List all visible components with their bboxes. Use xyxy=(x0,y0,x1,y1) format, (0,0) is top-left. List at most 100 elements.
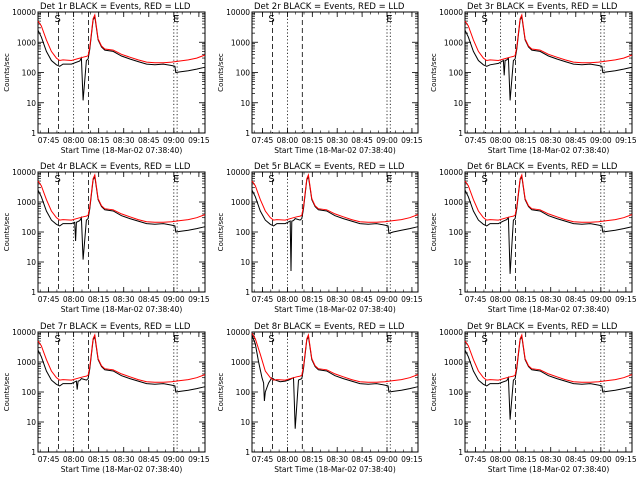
series-events-line xyxy=(464,15,633,101)
plot-frame xyxy=(37,331,206,453)
y-tick-label: 10000 xyxy=(439,328,463,337)
plot-frame xyxy=(464,171,633,293)
marker-label: E xyxy=(600,14,606,25)
series-lld-line xyxy=(37,333,206,383)
x-tick-label: 08:45 xyxy=(351,295,373,304)
y-tick-label: 100 xyxy=(236,69,251,78)
x-tick-label: 08:30 xyxy=(326,455,348,464)
y-tick-label: 10 xyxy=(26,418,36,427)
marker-label: S xyxy=(55,174,61,185)
y-tick-label: 10000 xyxy=(226,168,250,177)
x-tick-label: 09:00 xyxy=(590,136,612,145)
panel-det-4: Det 4r BLACK = Events, RED = LLD 1 10 100 10… xyxy=(3,162,210,314)
x-axis-label: Start Time (18-Mar-02 07:38:40) xyxy=(61,465,183,474)
x-tick-label: 07:45 xyxy=(252,455,274,464)
x-tick-label: 08:30 xyxy=(540,295,562,304)
panel-det-1: Det 1r BLACK = Events, RED = LLD 1 10 100 10… xyxy=(3,2,210,155)
x-axis-label: Start Time (18-Mar-02 07:38:40) xyxy=(488,305,610,314)
x-axis-label: Start Time (18-Mar-02 07:38:40) xyxy=(61,305,183,314)
plot-frame xyxy=(251,331,419,453)
y-tick-label: 100 xyxy=(22,228,37,237)
x-axis-label: Start Time (18-Mar-02 07:38:40) xyxy=(488,465,610,474)
series-lld-line xyxy=(251,333,419,383)
y-tick-label: 10000 xyxy=(12,328,36,337)
panel-det-8: Det 8r BLACK = Events, RED = LLD 1 10 100 10… xyxy=(217,322,423,474)
plot-frame xyxy=(37,171,206,293)
y-axis-label: Counts/sec xyxy=(3,213,11,252)
x-tick-label: 08:00 xyxy=(63,295,85,304)
x-tick-label: 07:45 xyxy=(38,295,60,304)
y-tick-label: 100 xyxy=(449,228,464,237)
x-tick-label: 08:30 xyxy=(540,455,562,464)
marker-label: S xyxy=(482,174,488,185)
x-tick-label: 08:45 xyxy=(565,455,587,464)
marker-label: S xyxy=(482,334,488,345)
x-tick-label: 08:30 xyxy=(113,455,135,464)
y-tick-label: 10000 xyxy=(226,328,250,337)
y-tick-label: 1000 xyxy=(444,358,463,367)
x-tick-label: 07:45 xyxy=(252,295,274,304)
x-axis-label: Start Time (18-Mar-02 07:38:40) xyxy=(274,465,396,474)
series-events-line xyxy=(464,175,633,274)
marker-label: E xyxy=(386,14,392,25)
y-axis-label: Counts/sec xyxy=(3,53,11,92)
x-axis-label: Start Time (18-Mar-02 07:38:40) xyxy=(274,305,396,314)
x-tick-label: 08:30 xyxy=(113,136,135,145)
x-axis-label: Start Time (18-Mar-02 07:38:40) xyxy=(274,146,396,155)
panel-title: Det 6r BLACK = Events, RED = LLD xyxy=(467,162,618,172)
y-tick-label: 10 xyxy=(240,258,250,267)
x-tick-label: 08:45 xyxy=(138,136,160,145)
y-tick-label: 100 xyxy=(22,69,37,78)
y-tick-label: 10000 xyxy=(439,8,463,17)
x-tick-label: 08:30 xyxy=(113,295,135,304)
y-tick-label: 1000 xyxy=(17,358,36,367)
x-tick-label: 08:15 xyxy=(88,136,110,145)
series-events-line xyxy=(464,335,633,420)
y-tick-label: 100 xyxy=(449,69,464,78)
y-tick-label: 1 xyxy=(458,288,463,297)
y-tick-label: 1 xyxy=(31,129,36,138)
x-tick-label: 09:00 xyxy=(163,136,185,145)
x-tick-label: 08:15 xyxy=(88,455,110,464)
y-tick-label: 10 xyxy=(453,99,463,108)
x-tick-label: 09:15 xyxy=(401,136,423,145)
y-axis-label: Counts/sec xyxy=(217,213,225,252)
x-tick-label: 08:15 xyxy=(302,295,324,304)
y-tick-label: 10000 xyxy=(439,168,463,177)
panel-title: Det 7r BLACK = Events, RED = LLD xyxy=(40,322,191,332)
x-tick-label: 08:15 xyxy=(88,295,110,304)
marker-label: S xyxy=(55,334,61,345)
x-axis-label: Start Time (18-Mar-02 07:38:40) xyxy=(61,146,183,155)
x-axis-label: Start Time (18-Mar-02 07:38:40) xyxy=(488,146,610,155)
series-lld-line xyxy=(37,173,206,223)
x-tick-label: 07:45 xyxy=(465,455,487,464)
marker-label: E xyxy=(600,334,606,345)
y-axis-label: Counts/sec xyxy=(217,53,225,92)
y-tick-label: 100 xyxy=(236,228,251,237)
series-events-line xyxy=(37,335,206,393)
marker-label: E xyxy=(173,174,179,185)
x-tick-label: 09:00 xyxy=(163,455,185,464)
series-events-line xyxy=(37,15,206,101)
y-tick-label: 100 xyxy=(22,388,37,397)
y-tick-label: 1 xyxy=(31,288,36,297)
marker-label: S xyxy=(55,14,61,25)
panel-det-9: Det 9r BLACK = Events, RED = LLD 1 10 100 10… xyxy=(430,322,637,474)
x-tick-label: 08:00 xyxy=(490,455,512,464)
x-tick-label: 08:30 xyxy=(326,295,348,304)
x-tick-label: 08:00 xyxy=(277,455,299,464)
x-tick-label: 08:45 xyxy=(351,136,373,145)
panel-title: Det 8r BLACK = Events, RED = LLD xyxy=(254,322,405,332)
series-lld-line xyxy=(251,173,419,223)
x-tick-label: 07:45 xyxy=(38,455,60,464)
series-events-line xyxy=(251,174,419,272)
series-lld-line xyxy=(464,13,633,64)
y-tick-label: 1 xyxy=(458,448,463,457)
series-lld-line xyxy=(464,333,633,383)
y-tick-label: 1000 xyxy=(444,38,463,47)
x-tick-label: 08:45 xyxy=(565,295,587,304)
x-tick-label: 08:15 xyxy=(515,295,537,304)
x-tick-label: 07:45 xyxy=(38,136,60,145)
y-tick-label: 10 xyxy=(453,418,463,427)
